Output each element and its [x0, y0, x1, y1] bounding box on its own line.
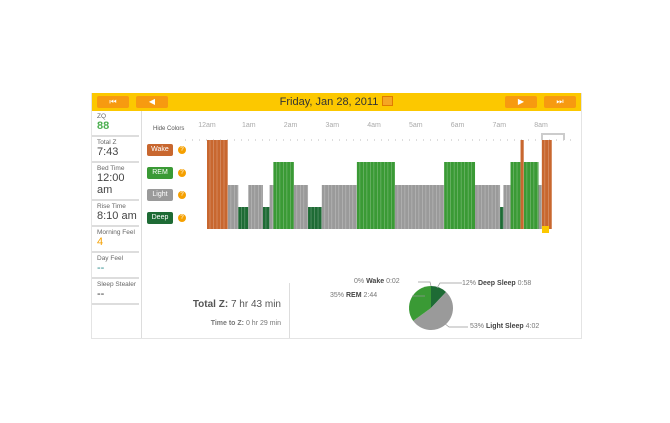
sleep-segment-light: [269, 185, 274, 229]
first-night-button[interactable]: ⏮: [97, 96, 129, 108]
sleep-segment-light: [227, 185, 239, 229]
stat-sleep-stealer: Sleep Stealer --: [92, 279, 139, 305]
sleep-segment-light: [394, 185, 445, 229]
stat-label: Bed Time: [97, 165, 125, 172]
sleep-segment-deep: [262, 207, 270, 229]
sleep-graph: 12am 1am 2am 3am 4am 5am 6am 7am 8am: [185, 122, 572, 233]
stat-bed-time: Bed Time 12:00 am: [92, 163, 139, 201]
legend-deep[interactable]: Deep: [147, 211, 173, 224]
pie-label-wake: 0% Wake 0:02: [354, 278, 400, 285]
total-z-value: 7 hr 43 min: [230, 299, 281, 310]
x-tick-label: 7am: [492, 122, 506, 129]
x-tick-label: 3am: [325, 122, 339, 129]
help-icon[interactable]: ?: [178, 213, 186, 222]
prev-night-button[interactable]: ◀: [136, 96, 168, 108]
x-tick-label: 2am: [284, 122, 298, 129]
stat-value: 4: [97, 236, 104, 248]
legend-light[interactable]: Light: [147, 189, 173, 201]
sleep-segment-light: [248, 185, 263, 229]
ttz-value: 0 hr 29 min: [245, 320, 281, 327]
pie-label-rem: 35% REM 2:44: [330, 292, 378, 299]
date-title: Friday, Jan 28, 2011: [92, 96, 581, 108]
x-tick-label: 12am: [198, 122, 216, 129]
stat-value: 7:43: [97, 146, 119, 158]
pie-leader-line: [436, 282, 462, 289]
sleep-card: ⏮ ◀ Friday, Jan 28, 2011 ▶ ⏭ ZQ 88 Total Z…: [91, 93, 582, 339]
sleep-segment-light: [475, 185, 501, 229]
last-night-button[interactable]: ⏭: [544, 96, 576, 108]
sleep-segment-deep: [238, 207, 249, 229]
divider: [289, 283, 290, 338]
pie-slice-deep-sleep: [431, 286, 447, 308]
sleep-segment-wake: [541, 140, 552, 229]
stat-value: 8:10 am: [97, 210, 137, 222]
sleep-segment-rem: [273, 162, 294, 229]
x-tick-label: 6am: [451, 122, 465, 129]
total-z: Total Z: 7 hr 43 min: [193, 299, 281, 310]
total-z-label: Total Z:: [192, 299, 229, 310]
stat-morning-feel: Morning Feel 4: [92, 227, 139, 253]
stat-zq: ZQ 88: [92, 111, 139, 137]
x-tick-label: 8am: [534, 122, 548, 129]
sleep-segment-rem: [523, 162, 539, 229]
pie-leader-line: [443, 322, 468, 328]
sleep-segment-light: [538, 185, 542, 229]
alarm-marker[interactable]: [542, 226, 549, 233]
sleep-segment-rem: [444, 162, 476, 229]
legend-wake[interactable]: Wake: [147, 144, 173, 156]
date-header: ⏮ ◀ Friday, Jan 28, 2011 ▶ ⏭: [92, 93, 581, 111]
calendar-icon[interactable]: [382, 96, 394, 106]
next-night-button[interactable]: ▶: [505, 96, 537, 108]
time-to-z: Time to Z: 0 hr 29 min: [211, 320, 281, 327]
sleep-segment-deep: [308, 207, 322, 229]
sleep-segment-light: [293, 185, 309, 229]
stat-label: Total Z: [97, 139, 117, 146]
sleep-segment-rem: [510, 162, 521, 229]
ttz-label: Time to Z:: [210, 320, 245, 327]
legend-rem[interactable]: REM: [147, 166, 173, 179]
stats-sidebar: ZQ 88 Total Z 7:43 Bed Time 12:00 am Rise Time…: [92, 111, 142, 338]
sleep-segment-deep: [500, 207, 504, 229]
stat-label: Morning Feel: [97, 229, 135, 236]
stat-value: --: [97, 262, 105, 274]
stat-label: ZQ: [97, 113, 107, 120]
pie-slice-light-sleep: [413, 291, 454, 331]
x-tick-label: 5am: [409, 122, 423, 129]
pie-label-light: 53% Light Sleep 4:02: [470, 323, 540, 330]
stat-value: 12:00 am: [97, 172, 125, 196]
hide-colors-link[interactable]: Hide Colors: [153, 126, 185, 132]
stat-day-feel: Day Feel --: [92, 253, 139, 279]
sleep-segment-rem: [356, 162, 395, 229]
pie-leader-line: [418, 281, 432, 287]
help-icon[interactable]: ?: [178, 168, 186, 177]
stat-label: Day Feel: [97, 255, 124, 262]
help-icon[interactable]: ?: [178, 191, 186, 199]
sleep-segment-wake: [520, 140, 524, 229]
pie-slice-rem: [409, 286, 431, 321]
sleep-segment-light: [321, 185, 357, 229]
stat-rise-time: Rise Time 8:10 am: [92, 201, 139, 227]
help-icon[interactable]: ?: [178, 146, 186, 154]
x-tick-label: 4am: [367, 122, 381, 129]
stat-total-z: Total Z 7:43: [92, 137, 139, 163]
sleep-segment-light: [503, 185, 511, 229]
stat-label: Rise Time: [97, 203, 126, 210]
stat-value: --: [97, 288, 105, 300]
x-tick-label: 1am: [242, 122, 256, 129]
rise-time-handle[interactable]: [541, 133, 565, 140]
stat-label: Sleep Stealer: [97, 281, 137, 288]
sleep-segment-wake: [207, 140, 228, 229]
date-label: Friday, Jan 28, 2011: [279, 96, 379, 108]
stat-value: 88: [97, 120, 110, 132]
pie-label-deep: 12% Deep Sleep 0:58: [462, 280, 532, 287]
